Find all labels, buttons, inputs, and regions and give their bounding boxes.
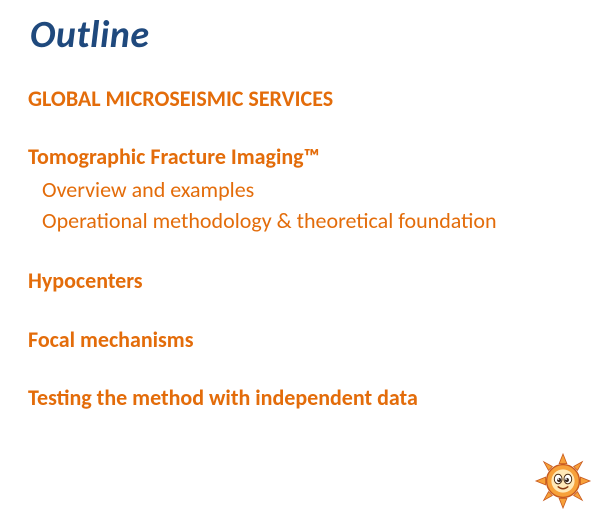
section-heading: Testing the method with independent data xyxy=(28,385,576,411)
section-sub-item: Overview and examples xyxy=(42,175,576,205)
section-heading: Hypocenters xyxy=(28,268,576,294)
sun-mascot-icon xyxy=(534,452,592,510)
slide-content: GLOBAL MICROSEISMIC SERVICES Tomographic… xyxy=(22,86,576,411)
presentation-slide: Outline GLOBAL MICROSEISMIC SERVICES Tom… xyxy=(0,0,598,411)
slide-title: Outline xyxy=(30,12,576,58)
section-heading: Focal mechanisms xyxy=(28,327,576,353)
section-heading: Tomographic Fracture Imaging™ xyxy=(28,144,576,170)
section-sub-item: Operational methodology & theoretical fo… xyxy=(42,206,576,236)
section-heading: GLOBAL MICROSEISMIC SERVICES xyxy=(28,86,576,112)
